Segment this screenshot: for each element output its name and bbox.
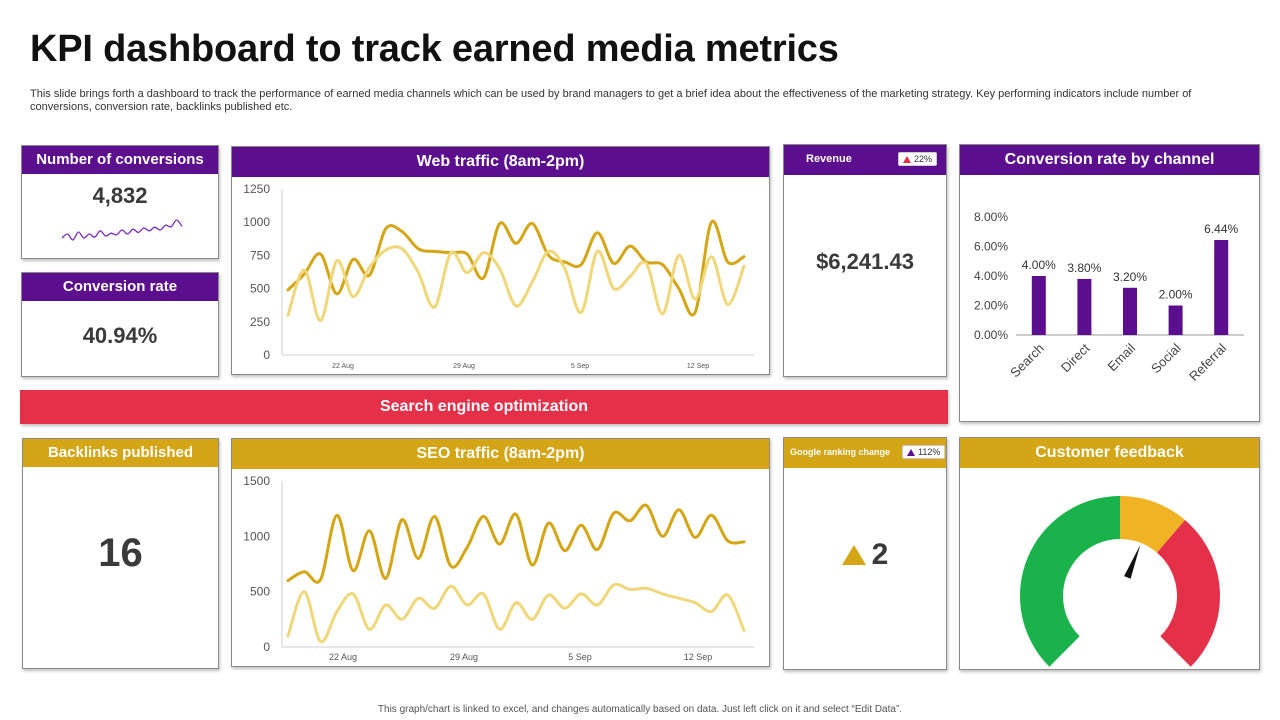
seo-traffic-y-tick: 0 [263,640,270,654]
channel-data-label: 2.00% [1159,288,1193,302]
customer-feedback-header: Customer feedback [960,438,1259,468]
channel-x-tick: Search [1007,341,1047,381]
channel-data-label: 6.44% [1204,222,1238,236]
web-traffic-header: Web traffic (8am-2pm) [232,147,769,177]
backlinks-value: 16 [98,531,143,575]
gauge-needle [1124,544,1141,579]
web-traffic-y-tick: 750 [250,248,270,262]
seo-section-banner: Search engine optimization [20,390,948,424]
channel-y-tick: 8.00% [974,210,1008,224]
web-traffic-y-tick: 0 [263,348,270,362]
channel-data-label: 4.00% [1022,258,1056,272]
conversion-rate-card[interactable]: Conversion rate 40.94% [21,272,219,377]
up-triangle-purple-icon [907,448,915,456]
web-traffic-card[interactable]: Web traffic (8am-2pm) 0 250 500 750 1000 1250… [231,146,770,375]
channel-x-tick: Social [1148,340,1184,376]
conversion-rate-header: Conversion rate [22,273,218,301]
revenue-change-value: 22% [914,154,933,164]
seo-traffic-y-tick: 1000 [243,529,270,543]
up-triangle-gold-icon [841,545,866,565]
gauge-segment-2 [1120,496,1185,553]
channel-data-label: 3.20% [1113,270,1147,284]
web-traffic-y-tick: 500 [250,282,270,296]
web-traffic-x-tick: 12 Sep [687,363,709,370]
channel-bar-social [1168,305,1183,335]
channel-bar-referral [1214,240,1229,335]
up-triangle-red-icon [903,155,911,163]
channel-y-tick: 6.00% [974,240,1008,254]
google-ranking-card[interactable]: Google ranking change 112% 2 [783,437,947,670]
revenue-change-badge: 22% [898,152,938,166]
channel-y-tick: 2.00% [974,299,1008,313]
seo-traffic-header: SEO traffic (8am-2pm) [232,439,769,469]
google-ranking-badge: 112% [902,445,946,459]
google-ranking-badge-value: 112% [918,447,941,457]
seo-traffic-x-tick: 12 Sep [684,652,713,662]
gauge-segment-3 [1157,519,1220,667]
channel-x-tick: Direct [1058,340,1093,375]
seo-traffic-x-tick: 5 Sep [568,652,592,662]
customer-feedback-gauge [1020,496,1220,667]
seo-traffic-series-line-1 [286,503,746,584]
customer-feedback-card[interactable]: Customer feedback [959,437,1260,670]
channel-x-tick: Referral [1186,340,1229,383]
conversions-sparkline [61,219,183,241]
conversions-header: Number of conversions [22,146,218,174]
web-traffic-y-tick: 1000 [243,215,270,229]
web-traffic-y-tick: 250 [250,315,270,329]
web-traffic-x-tick: 5 Sep [571,363,589,370]
channel-y-tick: 0.00% [974,328,1008,342]
channel-y-tick: 4.00% [974,269,1008,283]
footer-note: This graph/chart is linked to excel, and… [377,704,903,715]
web-traffic-x-tick: 29 Aug [453,363,475,370]
revenue-card[interactable]: Revenue 22% $6,241.43 [783,144,947,377]
conversions-card[interactable]: Number of conversions 4,832 [21,145,219,259]
page-subtitle: This slide brings forth a dashboard to t… [30,88,1192,113]
web-traffic-series-line-2 [286,245,746,323]
seo-traffic-card[interactable]: SEO traffic (8am-2pm) 0 500 1000 1500 22 Aug… [231,438,770,667]
seo-traffic-series-line-2 [286,582,746,644]
google-ranking-label: Google ranking change [790,447,891,457]
page-title: KPI dashboard to track earned media metr… [30,28,839,70]
revenue-label: Revenue [806,153,852,165]
google-ranking-value: 2 [871,538,889,571]
gauge-segment-1 [1020,496,1120,667]
channel-header: Conversion rate by channel [960,145,1259,175]
revenue-value: $6,241.43 [816,249,914,274]
channel-data-label: 3.80% [1067,261,1101,275]
channel-bar-email [1123,287,1137,335]
seo-traffic-chart: 0 500 1000 1500 22 Aug 29 Aug 5 Sep 12 Sep [243,474,754,662]
channel-card[interactable]: Conversion rate by channel 0.00% 2.00% 4.0… [959,144,1260,422]
channel-bar-chart: 0.00% 2.00% 4.00% 6.00% 8.00% 4.00% Search 3.80… [974,210,1244,384]
channel-bar-direct [1077,278,1092,335]
backlinks-card[interactable]: Backlinks published 16 [22,438,219,669]
seo-traffic-y-tick: 1500 [243,474,270,488]
channel-bar-search [1031,276,1046,335]
seo-traffic-x-tick: 22 Aug [329,652,357,662]
google-ranking-value-row: 2 [784,538,946,572]
conversions-value: 4,832 [92,183,148,208]
seo-traffic-x-tick: 29 Aug [450,652,478,662]
web-traffic-chart: 0 250 500 750 1000 1250 22 Aug 29 Aug 5 Sep 12 Se… [243,182,754,370]
backlinks-header: Backlinks published [23,439,218,467]
web-traffic-x-tick: 22 Aug [332,363,354,370]
channel-x-tick: Email [1105,340,1139,374]
seo-traffic-y-tick: 500 [250,585,270,599]
conversion-rate-value: 40.94% [82,323,158,348]
google-ranking-header: Google ranking change [784,438,946,468]
web-traffic-y-tick: 1250 [243,182,270,196]
